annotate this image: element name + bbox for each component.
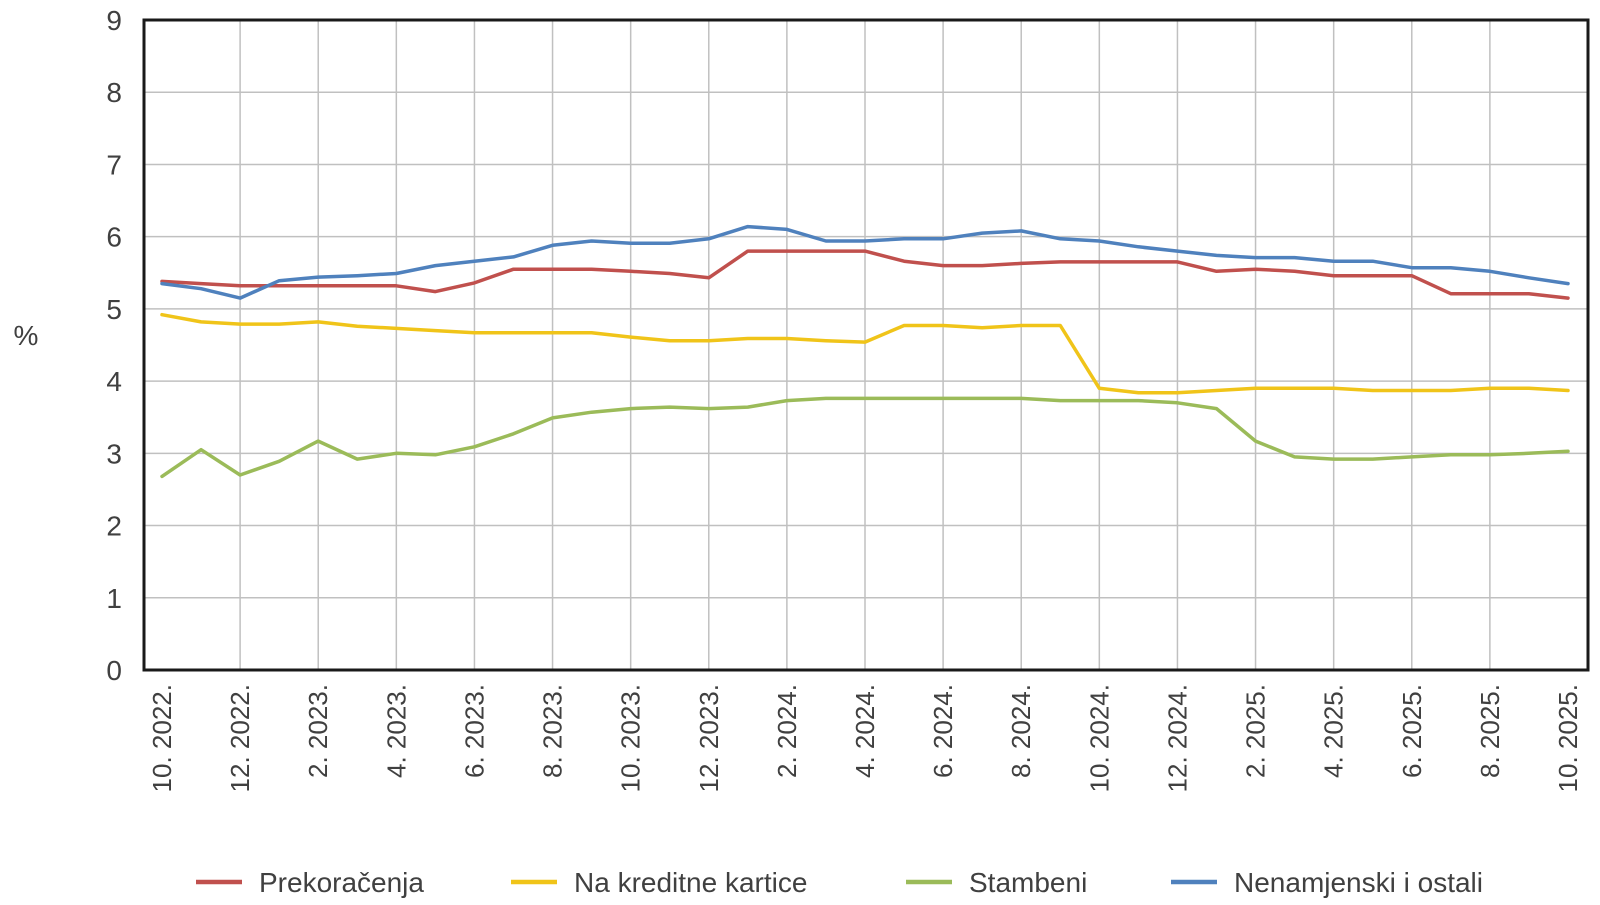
y-axis-unit-label: % [14, 320, 39, 351]
legend-label: Na kreditne kartice [574, 867, 807, 898]
legend-label: Stambeni [969, 867, 1087, 898]
y-axis-ticks: 0 1 2 3 4 5 6 7 8 9 [106, 5, 122, 686]
x-tick-label: 6. 2025. [1397, 684, 1427, 778]
y-tick-label: 0 [106, 655, 122, 686]
y-tick-label: 5 [106, 294, 122, 325]
legend-label: Prekoračenja [259, 867, 424, 898]
y-tick-label: 8 [106, 77, 122, 108]
x-tick-label: 4. 2024. [850, 684, 880, 778]
x-tick-label: 2. 2023. [303, 684, 333, 778]
y-tick-label: 4 [106, 366, 122, 397]
series-line-na-kreditne-kartice [160, 312, 1570, 395]
x-tick-label: 2. 2024. [772, 684, 802, 778]
series-line-stambeni [160, 396, 1570, 479]
x-tick-label: 10. 2023. [616, 684, 646, 792]
x-tick-label: 10. 2022. [147, 684, 177, 792]
legend-item: Stambeni [906, 867, 1087, 898]
y-tick-label: 2 [106, 511, 122, 542]
plot-border [142, 18, 1590, 672]
legend-item: Na kreditne kartice [511, 867, 807, 898]
x-tick-label: 10. 2025. [1553, 684, 1583, 792]
x-tick-label: 6. 2024. [928, 684, 958, 778]
x-tick-label: 2. 2025. [1241, 684, 1271, 778]
x-tick-label: 12. 2023. [694, 684, 724, 792]
x-tick-label: 10. 2024. [1084, 684, 1114, 792]
series-lines [160, 224, 1570, 479]
legend: Prekoračenja Na kreditne kartice Stambeni N… [196, 867, 1483, 898]
x-axis-ticks: 10. 2022. 12. 2022. 2. 2023. 4. 2023. 6. 202… [147, 684, 1583, 792]
y-tick-label: 1 [106, 583, 122, 614]
legend-item: Nenamjenski i ostali [1171, 867, 1483, 898]
legend-label: Nenamjenski i ostali [1234, 867, 1483, 898]
series-line-nenamjenski-i-ostali [160, 224, 1570, 300]
x-tick-label: 4. 2025. [1319, 684, 1349, 778]
series-line-prekora-enja [160, 249, 1570, 300]
legend-item: Prekoračenja [196, 867, 424, 898]
x-tick-label: 6. 2023. [459, 684, 489, 778]
grid [144, 20, 1588, 670]
x-tick-label: 12. 2022. [225, 684, 255, 792]
x-tick-label: 12. 2024. [1162, 684, 1192, 792]
y-tick-label: 6 [106, 222, 122, 253]
x-tick-label: 8. 2023. [538, 684, 568, 778]
y-tick-label: 3 [106, 438, 122, 469]
x-tick-label: 8. 2024. [1006, 684, 1036, 778]
x-tick-label: 8. 2025. [1475, 684, 1505, 778]
x-tick-label: 4. 2023. [381, 684, 411, 778]
y-tick-label: 9 [106, 5, 122, 36]
y-tick-label: 7 [106, 149, 122, 180]
